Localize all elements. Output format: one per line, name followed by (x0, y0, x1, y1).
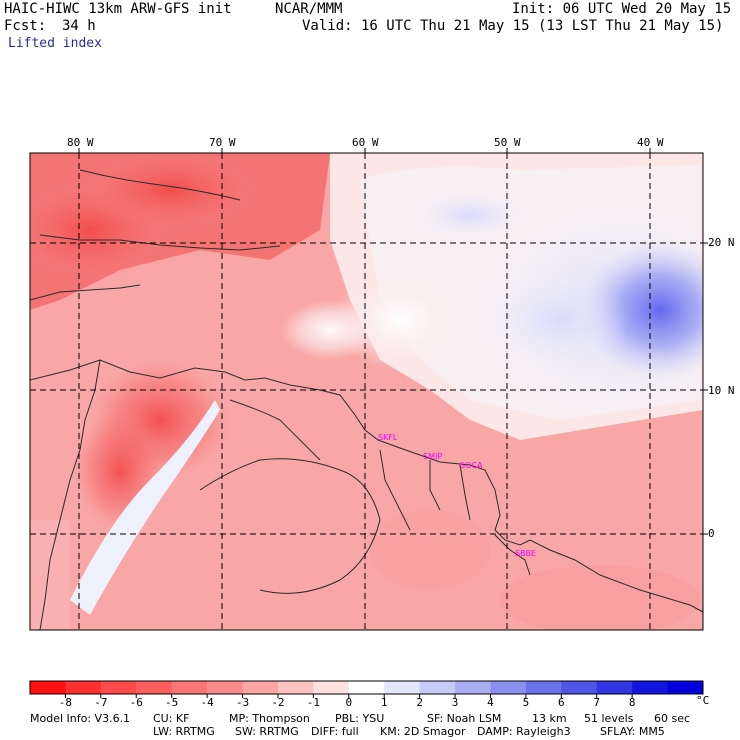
model-info-diff: DIFF: full (311, 725, 359, 738)
lat-label-0: 0 (708, 527, 715, 540)
model-info-timestep: 60 sec (654, 712, 691, 725)
station-label-smjp: SMJP (423, 452, 442, 461)
model-info-sf: SF: Noah LSM (427, 712, 502, 725)
colorbar-swatch (242, 681, 279, 694)
colorbar-swatch (207, 681, 244, 694)
model-info-mp: MP: Thompson (229, 712, 310, 725)
frame-ticks (78, 148, 708, 535)
colorbar-tick-label: 5 (522, 696, 530, 709)
model-info-lw: LW: RRTMG (153, 725, 215, 738)
colorbar-swatch (419, 681, 456, 694)
lat-lon-grid (30, 153, 703, 630)
organization-label: NCAR/MMM (275, 1, 343, 17)
model-info-km: KM: 2D Smagor (380, 725, 466, 738)
model-info-sflay: SFLAY: MM5 (600, 725, 665, 738)
lat-label-20n: 20 N (708, 236, 735, 249)
colorbar-tick-label: -2 (271, 696, 285, 709)
colorbar-tick-label: -3 (235, 696, 250, 709)
station-label-skfl: SKFL (378, 433, 398, 442)
forecast-hour: 34 h (62, 18, 96, 34)
coastlines (30, 169, 703, 630)
model-info-version: Model Info: V3.6.1 (30, 712, 131, 725)
lon-label-40w: 40 W (637, 136, 664, 149)
model-info-sw: SW: RRTMG (235, 725, 299, 738)
colorbar-swatch (65, 681, 102, 694)
colorbar-frame (29, 680, 704, 695)
model-info-levels: 51 levels (584, 712, 634, 725)
forecast-label: Fcst: (4, 18, 47, 34)
lon-label-70w: 70 W (209, 136, 236, 149)
init-time: Init: 06 UTC Wed 20 May 15 (512, 1, 732, 17)
colorbar-tick-label: -5 (165, 696, 179, 709)
colorbar-swatch (525, 681, 562, 694)
colorbar-tick-label: -8 (58, 696, 73, 709)
colorbar-tick-label: 2 (416, 696, 423, 709)
colorbar-swatch (30, 681, 66, 694)
lon-label-80w: 80 W (67, 136, 94, 149)
lon-label-60w: 60 W (352, 136, 379, 149)
colorbar-swatch (100, 681, 137, 694)
colorbar-swatch (348, 681, 385, 694)
station-label-soca: SOCA (460, 461, 483, 470)
model-info-damp: DAMP: Rayleigh3 (477, 725, 571, 738)
colorbar-swatch (277, 681, 314, 694)
colorbar-tick-label: -4 (200, 696, 214, 709)
colorbar-swatch (667, 681, 704, 694)
map-frame (29, 152, 704, 631)
colorbar-swatch (384, 681, 421, 694)
colorbar-tick-label: -7 (94, 696, 108, 709)
station-label-sbbe: SBBE (515, 549, 536, 558)
colorbar (29, 680, 704, 698)
colorbar-swatch (561, 681, 598, 694)
model-info-cu: CU: KF (153, 712, 190, 725)
colorbar-tick-label: 8 (628, 696, 636, 709)
colorbar-tick-label: 1 (380, 696, 388, 709)
colorbar-swatch (490, 681, 527, 694)
colorbar-swatch (171, 681, 208, 694)
lon-label-50w: 50 W (494, 136, 521, 149)
colorbar-tick-label: 7 (593, 696, 601, 709)
colorbar-tick-label: 4 (487, 696, 494, 709)
lat-label-10n: 10 N (708, 384, 735, 397)
colorbar-swatch (136, 681, 173, 694)
colorbar-swatch (313, 681, 350, 694)
valid-time: Valid: 16 UTC Thu 21 May 15 (13 LST Thu … (302, 18, 724, 34)
model-info-resolution: 13 km (532, 712, 567, 725)
model-info-pbl: PBL: YSU (335, 712, 385, 725)
model-title: HAIC-HIWC 13km ARW-GFS init (4, 1, 232, 17)
colorbar-tick-label: 3 (451, 696, 459, 709)
colorbar-tick-label: 0 (345, 696, 353, 709)
colorbar-unit: °C (696, 694, 710, 707)
colorbar-tick-label: -1 (306, 696, 320, 709)
colorbar-swatch (455, 681, 491, 694)
colorbar-tick-label: -6 (129, 696, 143, 709)
colorbar-swatch (596, 681, 633, 694)
lifted-index-field (30, 153, 703, 630)
colorbar-tick-label: 6 (558, 696, 565, 709)
field-name: Lifted index (8, 36, 102, 51)
colorbar-swatch (632, 681, 669, 694)
